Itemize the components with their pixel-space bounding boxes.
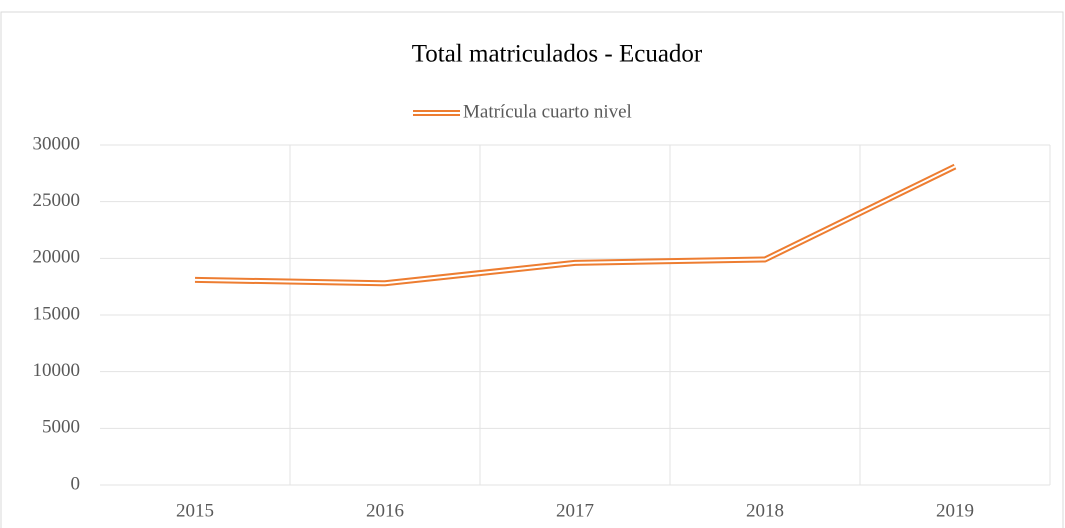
series-line-inner	[194, 165, 956, 285]
chart-title: Total matriculados - Ecuador	[412, 41, 703, 68]
y-tick-label: 30000	[33, 133, 81, 154]
legend-label: Matrícula cuarto nivel	[463, 101, 632, 122]
y-tick-label: 15000	[33, 303, 81, 324]
y-tick-label: 25000	[33, 190, 81, 211]
x-tick-label: 2015	[176, 500, 214, 521]
y-tick-label: 10000	[33, 360, 81, 381]
y-tick-label: 0	[71, 473, 81, 494]
x-tick-label: 2017	[556, 500, 594, 521]
x-tick-label: 2019	[936, 500, 974, 521]
y-tick-label: 20000	[33, 247, 81, 268]
x-tick-label: 2016	[366, 500, 404, 521]
y-tick-label: 5000	[42, 417, 80, 438]
x-tick-label: 2018	[746, 500, 784, 521]
